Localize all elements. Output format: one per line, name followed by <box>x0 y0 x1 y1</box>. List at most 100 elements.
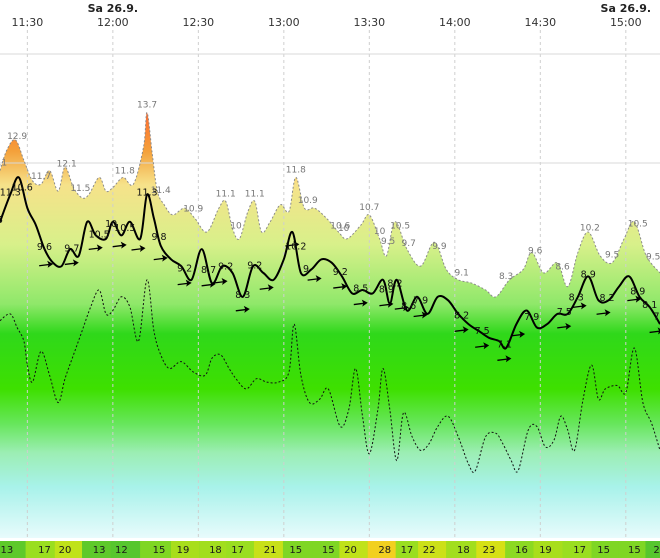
wind-label-5: 9.7 <box>64 243 79 254</box>
arrow-head <box>221 277 228 285</box>
wind-label-20: 8.9 <box>379 285 394 296</box>
band-value-4: 13 <box>93 545 106 556</box>
band-value-7: 19 <box>177 545 190 556</box>
band-value-3: 20 <box>59 545 72 556</box>
band-value-1: 13 <box>0 545 13 556</box>
gust-label-30: 10 <box>230 222 242 232</box>
band-cell-12 <box>312 541 340 558</box>
gust-label-9: 10.9 <box>183 205 203 215</box>
direction-arrow-9 <box>213 277 228 285</box>
wind-label-3: 10.6 <box>12 183 33 194</box>
gust-label-19: 9.1 <box>454 269 468 279</box>
time-axis: 11:30 12:00 12:30 13:00 13:30 14:00 14:30 15:00… <box>12 2 652 29</box>
direction-arrow-15 <box>353 299 368 307</box>
band-cell-8 <box>199 541 227 558</box>
gust-label-27: 10 <box>338 224 350 234</box>
direction-arrow-3 <box>88 244 103 252</box>
time-label-1200: 12:00 <box>97 16 129 29</box>
band-cell-3 <box>54 541 83 558</box>
band-cell-7 <box>170 541 200 558</box>
wind-label-6: 10.5 <box>89 230 110 241</box>
band-cell-15 <box>395 541 419 558</box>
value-labels: 1.1 12.9 11.7 12.1 11.5 11.8 13.7 11.4 10.9 11.1 1… <box>0 101 660 351</box>
gust-label-10: 11.1 <box>216 189 236 199</box>
wind-label-18: 9.2 <box>333 267 348 278</box>
lull-line <box>0 279 660 473</box>
gust-label-13: 10.9 <box>298 196 318 206</box>
band-cell-16 <box>418 541 447 558</box>
date-label-2: Sa 26.9. <box>601 2 652 15</box>
arrow-head <box>243 305 250 313</box>
direction-arrow-11 <box>259 284 274 292</box>
direction-arrow-23 <box>557 322 572 330</box>
wind-label-9: 11.3 <box>136 187 157 198</box>
direction-arrow-18 <box>413 311 428 319</box>
band-cell-4 <box>82 541 111 558</box>
wind-series <box>0 112 660 473</box>
band-cell-5 <box>110 541 141 558</box>
bottom-band: 13 17 20 13 12 15 19 18 17 21 15 15 20 28 17 22 18 23 16 19… <box>0 541 660 558</box>
wind-label-25: 7.5 <box>475 326 490 337</box>
wind-label-30: 8.9 <box>581 269 596 280</box>
arrow-head <box>462 326 469 334</box>
arrow-head <box>387 300 394 308</box>
arrow-head <box>47 260 54 268</box>
direction-arrow-16 <box>379 300 394 308</box>
band-cell-13 <box>339 541 368 558</box>
gust-label-20: 8.3 <box>499 272 513 282</box>
time-label-1300: 13:00 <box>268 16 300 29</box>
band-value-24: 2 <box>653 545 659 556</box>
wind-label-10: 9.8 <box>151 232 166 243</box>
arrow-head <box>505 355 512 363</box>
gust-label-24: 9.5 <box>605 251 619 261</box>
arrow-head <box>657 327 660 335</box>
band-cell-6 <box>140 541 171 558</box>
arrow-head <box>267 284 274 292</box>
gust-label-7: 13.7 <box>137 101 157 111</box>
band-cell-1 <box>0 541 26 558</box>
arrow-head <box>361 299 368 307</box>
wind-label-19: 8.5 <box>353 284 368 295</box>
wind-label-31: 8.2 <box>599 293 614 304</box>
time-label-1330: 13:30 <box>353 16 385 29</box>
time-label-1230: 12:30 <box>182 16 214 29</box>
arrow-head <box>635 295 642 303</box>
date-label-1: Sa 26.9. <box>88 2 139 15</box>
direction-arrow-20 <box>475 342 490 350</box>
band-cell-10 <box>253 541 283 558</box>
gust-label-14: 10.6 <box>330 221 350 231</box>
time-label-1430: 14:30 <box>524 16 556 29</box>
arrow-head <box>293 241 300 248</box>
wind-label-14: 8.3 <box>235 290 250 301</box>
time-label-1500: 15:00 <box>610 16 642 29</box>
gust-label-12: 11.8 <box>286 165 306 175</box>
band-cell-9 <box>226 541 254 558</box>
direction-arrows <box>39 241 660 363</box>
wind-label-27: 7.9 <box>524 312 539 323</box>
gust-label-2: 12.9 <box>7 132 27 142</box>
gust-label-4: 12.1 <box>57 159 77 169</box>
gust-label-21: 9.6 <box>528 246 543 256</box>
direction-arrow-14 <box>333 283 348 291</box>
arrow-head <box>315 275 322 283</box>
gust-label-18: 9.9 <box>432 242 447 252</box>
wind-label-4: 9.6 <box>37 242 52 253</box>
arrow-head <box>519 330 526 338</box>
gust-label-6: 11.8 <box>115 167 135 177</box>
direction-arrow-10 <box>235 305 250 313</box>
band-value-8: 18 <box>209 545 222 556</box>
wind-label-17: 9 <box>303 264 309 275</box>
wind-label-12: 8.7 <box>201 265 216 276</box>
gust-label-5: 11.5 <box>70 184 90 194</box>
band-value-20: 19 <box>539 545 552 556</box>
band-cell-14 <box>367 541 396 558</box>
direction-arrow-26 <box>627 295 642 303</box>
gust-label-16: 10.5 <box>390 221 410 231</box>
direction-arrow-21 <box>497 355 512 363</box>
direction-arrow-4 <box>112 241 127 249</box>
arrow-head <box>341 283 348 291</box>
arrow-head <box>185 279 192 287</box>
time-label-1400: 14:00 <box>439 16 471 29</box>
wind-label-22: 8.2 <box>387 279 402 290</box>
band-cell-17 <box>446 541 477 558</box>
